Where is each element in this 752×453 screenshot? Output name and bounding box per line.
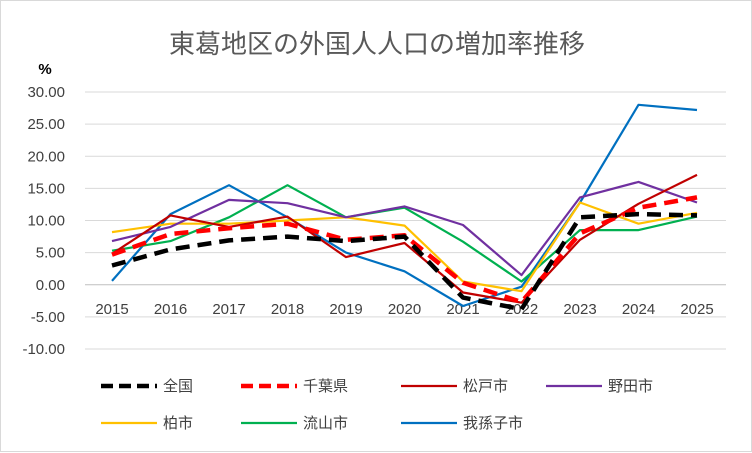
y-axis-unit: % [38,61,51,78]
x-tick-label: 2025 [680,301,713,318]
y-axis-ticks: 30.00 25.00 20.00 15.00 10.00 5.00 0.00 -5.00 -1… [22,84,65,358]
y-tick-label: 0.00 [36,277,65,294]
x-tick-label: 2018 [271,301,304,318]
legend-label: 我孫子市 [463,414,523,432]
y-tick-label: 10.00 [27,213,65,230]
y-tick-label: 20.00 [27,148,65,165]
legend-label: 柏市 [163,414,193,432]
legend-label: 野田市 [608,377,653,395]
legend-label: 千葉県 [303,377,348,395]
x-axis-ticks: 2015 2016 2017 2018 2019 2020 2021 2022 2023 2024… [95,301,713,318]
y-tick-label: -5.00 [31,309,65,326]
series-line [111,180,698,277]
y-tick-label: 5.00 [36,245,65,262]
x-tick-label: 2022 [505,301,538,318]
y-tick-label: -10.00 [22,341,65,358]
x-tick-label: 2019 [329,301,362,318]
x-tick-label: 2020 [388,301,421,318]
legend-label: 松戸市 [463,377,508,395]
series-line [111,184,698,283]
x-tick-label: 2016 [154,301,187,318]
legend-label: 全国 [163,377,193,395]
x-tick-label: 2017 [212,301,245,318]
series-line [111,173,698,304]
x-tick-label: 2021 [446,301,479,318]
y-tick-label: 25.00 [27,116,65,133]
y-tick-label: 15.00 [27,180,65,197]
series-lines [111,103,698,312]
y-tick-label: 30.00 [27,84,65,101]
series-line [111,211,698,312]
x-tick-label: 2015 [95,301,128,318]
chart-title: 東葛地区の外国人人口の増加率推移 [169,30,585,60]
legend-label: 流山市 [303,414,348,432]
x-tick-label: 2023 [563,301,596,318]
series-line [111,103,698,308]
x-tick-label: 2024 [622,301,655,318]
